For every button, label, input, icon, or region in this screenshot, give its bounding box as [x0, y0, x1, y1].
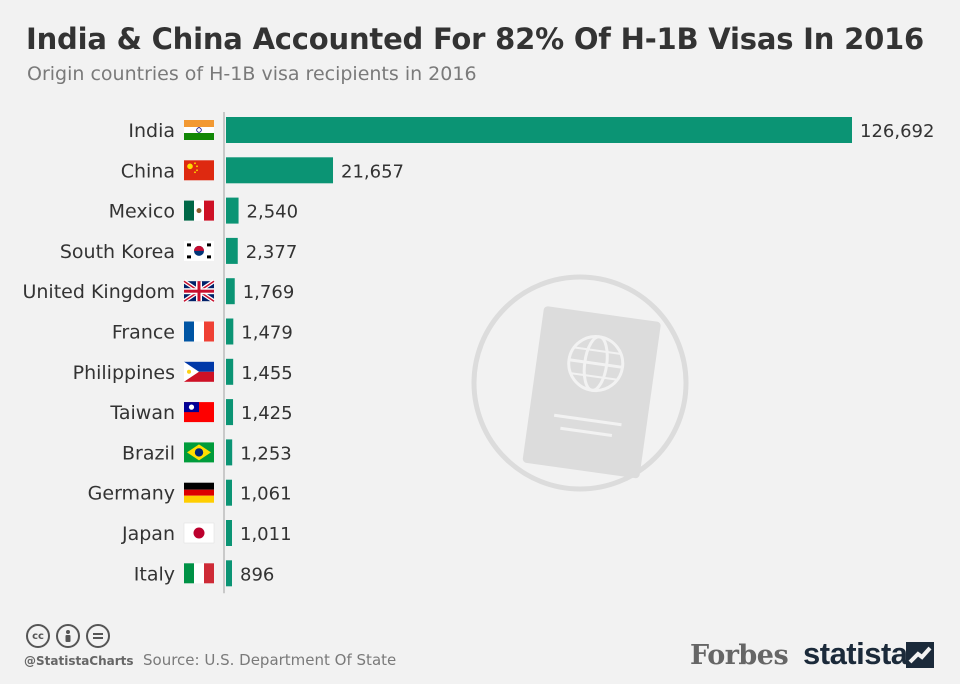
bar — [226, 157, 334, 184]
value-label: 126,692 — [860, 121, 934, 142]
bar — [226, 479, 232, 506]
brazil-flag-icon — [184, 442, 214, 463]
bar-chart: India 126,692 China 21,657 Mexico 2,540 South … — [22, 112, 934, 594]
category-label: Philippines — [73, 362, 175, 384]
chart-subtitle: Origin countries of H-1B visa recipients… — [27, 63, 477, 85]
uk-flag-icon — [182, 279, 216, 303]
value-label: 21,657 — [341, 161, 404, 182]
value-label: 1,253 — [240, 443, 292, 464]
source-note: Source: U.S. Department Of State — [143, 651, 397, 669]
license-icons: cc — [26, 624, 110, 648]
statista-handle: @StatistaCharts — [24, 654, 134, 668]
value-label: 1,769 — [243, 282, 295, 303]
bar — [226, 399, 234, 426]
category-label: Brazil — [122, 442, 175, 464]
category-label: France — [112, 322, 175, 344]
value-label: 1,011 — [240, 524, 292, 545]
value-label: 1,455 — [241, 363, 293, 384]
category-label: Taiwan — [109, 402, 175, 424]
taiwan-flag-icon — [184, 402, 214, 423]
category-label: China — [121, 160, 175, 182]
bar — [226, 237, 238, 264]
mexico-flag-icon — [184, 200, 214, 221]
france-flag-icon — [184, 321, 214, 342]
bar — [226, 358, 234, 385]
category-label: Germany — [88, 483, 175, 505]
japan-flag-icon — [183, 522, 215, 544]
bar — [226, 278, 235, 305]
philippines-flag-icon — [184, 361, 214, 382]
value-label: 896 — [240, 564, 274, 585]
bar — [226, 520, 232, 546]
bar — [226, 318, 234, 345]
value-label: 1,425 — [241, 403, 293, 424]
chart-title: India & China Accounted For 82% Of H-1B … — [26, 22, 925, 56]
value-label: 2,377 — [246, 242, 298, 263]
category-label: Italy — [134, 563, 175, 585]
south-korea-flag-icon — [184, 240, 214, 261]
italy-flag-icon — [184, 563, 214, 584]
category-label: Japan — [121, 523, 175, 545]
china-flag-icon — [184, 160, 214, 181]
bar — [226, 197, 239, 224]
bar — [226, 439, 233, 466]
forbes-logo: Forbes — [690, 640, 789, 671]
value-label: 1,061 — [240, 484, 292, 505]
bar — [226, 560, 232, 587]
germany-flag-icon — [184, 482, 214, 503]
value-label: 1,479 — [241, 323, 293, 344]
passport-icon — [471, 274, 689, 492]
bar — [226, 117, 852, 143]
value-label: 2,540 — [247, 202, 299, 223]
category-label: South Korea — [60, 241, 175, 263]
creative-commons-icon: cc — [26, 624, 50, 648]
statista-logo-mark — [906, 642, 934, 668]
no-derivatives-icon — [86, 624, 110, 648]
india-flag-icon — [184, 120, 214, 140]
category-label: India — [128, 120, 175, 142]
attribution-icon — [56, 624, 80, 648]
category-label: United Kingdom — [22, 281, 175, 303]
category-label: Mexico — [109, 201, 175, 223]
statista-logo: statista — [803, 636, 908, 671]
